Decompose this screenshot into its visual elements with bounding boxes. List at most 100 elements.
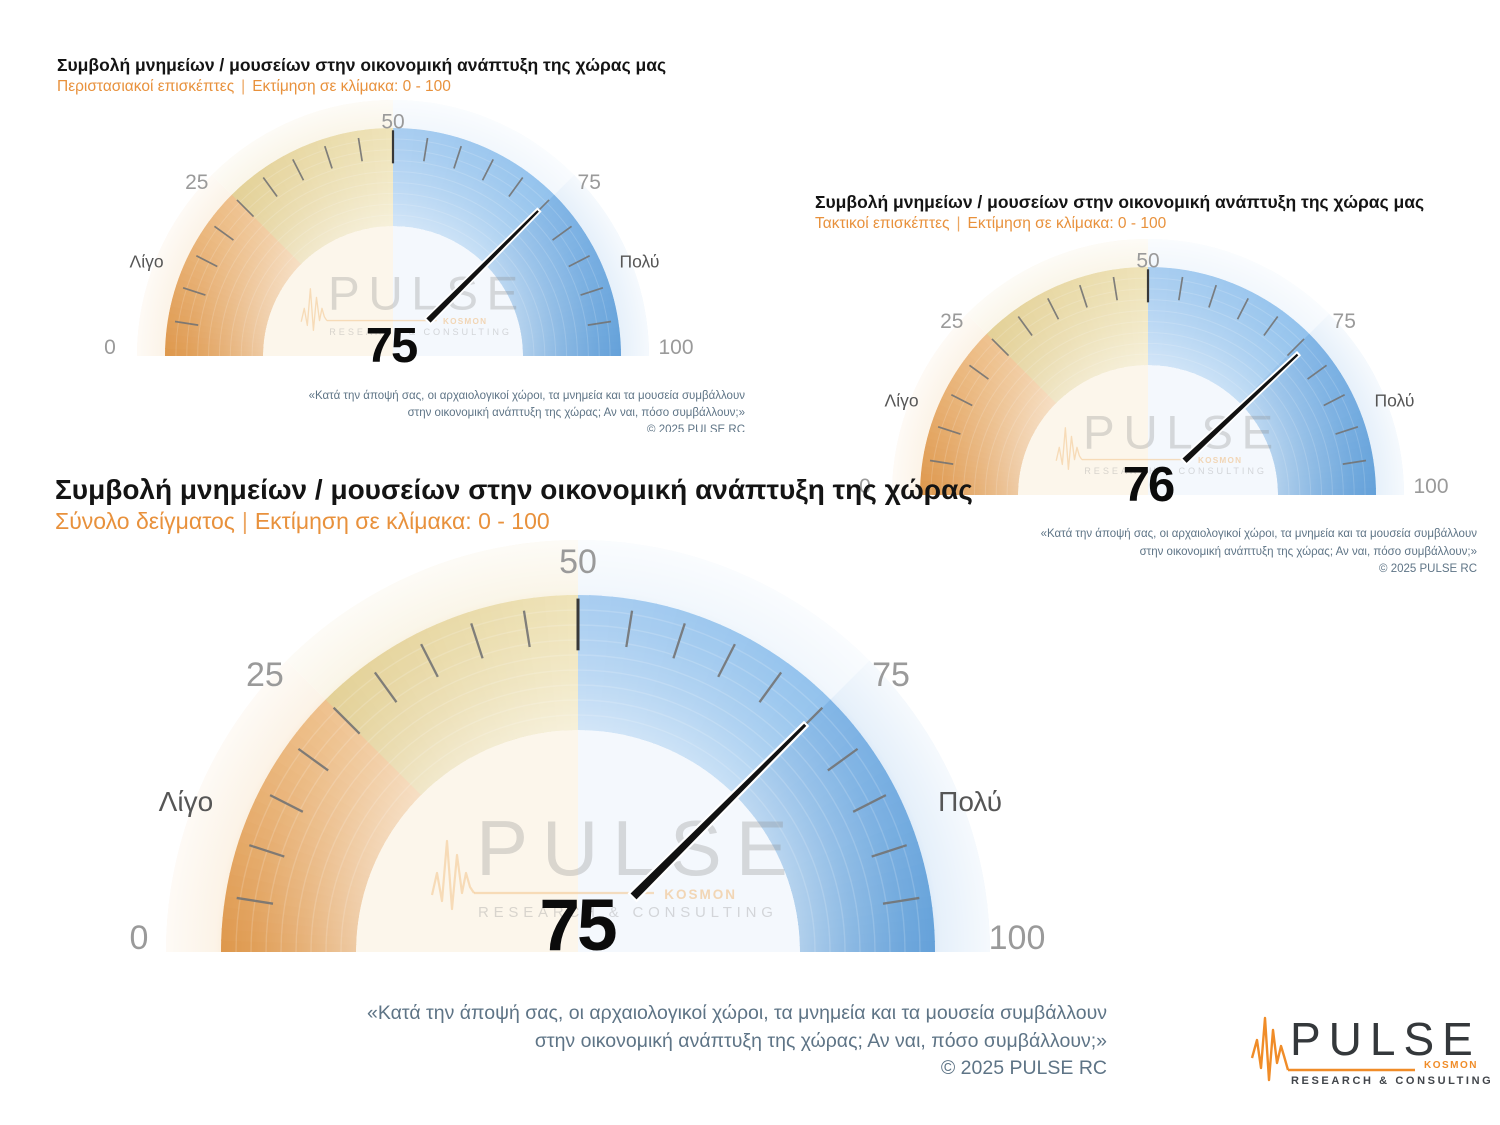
minor-tick xyxy=(373,671,398,703)
gauge-ticks xyxy=(929,269,1367,465)
minor-tick xyxy=(508,176,524,197)
needle xyxy=(630,723,807,900)
minor-tick xyxy=(174,320,199,326)
axis-label-25: 25 xyxy=(185,171,208,194)
axis-label-50: 50 xyxy=(1136,250,1159,273)
end-label-high: Πολύ xyxy=(619,251,659,271)
pulse-waveform-icon xyxy=(1250,1016,1415,1082)
minor-tick xyxy=(871,844,908,858)
minor-tick xyxy=(1263,315,1279,336)
minor-tick xyxy=(453,145,463,169)
gauge-interior-left xyxy=(263,226,393,356)
gauge-3-value: 75 xyxy=(539,885,617,966)
band-stripe xyxy=(251,214,535,357)
end-label-low: Λίγο xyxy=(159,786,214,817)
end-label-high: Πολύ xyxy=(938,786,1002,817)
gauge-1-title: Συμβολή μνημείων / μουσείων στην οικονομ… xyxy=(57,55,667,75)
logo-kosmon-text: KOSMON xyxy=(1424,1060,1478,1071)
minor-tick xyxy=(1178,276,1184,301)
minor-tick xyxy=(1342,459,1367,465)
minor-tick xyxy=(269,794,304,813)
minor-tick xyxy=(968,364,989,380)
minor-tick xyxy=(522,610,531,648)
end-label-low: Λίγο xyxy=(885,390,919,410)
footnote-line-1: «Κατά την άποψή σας, οι αρχαιολογικοί χώ… xyxy=(1040,528,1477,540)
minor-tick xyxy=(213,225,234,241)
watermark-kosmon-text: KOSMON xyxy=(664,887,737,902)
minor-tick xyxy=(1112,276,1118,301)
axis-label-100: 100 xyxy=(1413,475,1448,498)
gauge-3-scale-label: Εκτίμηση σε κλίμακα: 0 - 100 xyxy=(254,508,550,534)
minor-tick xyxy=(182,286,206,296)
minor-tick xyxy=(929,459,954,465)
band-stripe xyxy=(240,203,546,357)
minor-tick xyxy=(470,622,484,659)
needle xyxy=(426,210,539,323)
minor-tick xyxy=(423,137,429,162)
minor-tick xyxy=(991,338,1010,357)
gauge-interior-left xyxy=(356,730,578,952)
band-stripe xyxy=(984,331,1312,496)
band-stripe xyxy=(208,171,578,357)
minor-tick xyxy=(827,747,859,772)
gauge-ticks xyxy=(174,130,612,326)
minor-tick xyxy=(357,137,363,162)
band-stripe xyxy=(973,320,1323,496)
footnote-line-2: στην οικονομική ανάπτυξη της χώρας; Αν ν… xyxy=(407,407,745,419)
gauge-2-value: 76 xyxy=(1122,458,1175,512)
gauge-2-footnote: «Κατά την άποψή σας, οι αρχαιολογικοί χώ… xyxy=(1041,526,1477,579)
axis-label-0: 0 xyxy=(859,475,871,498)
logo-tagline-text: RESEARCH & CONSULTING xyxy=(1291,1075,1494,1087)
watermark-brand-text: PULSE xyxy=(476,804,802,892)
watermark-pulse-waveform-icon xyxy=(1055,427,1083,470)
subtitle-separator: | xyxy=(241,508,248,534)
axis-label-100: 100 xyxy=(658,336,693,359)
watermark-brand-text: PULSE xyxy=(1083,407,1282,460)
axis-label-100: 100 xyxy=(989,919,1046,957)
minor-tick xyxy=(1335,425,1359,435)
minor-tick xyxy=(292,158,305,181)
minor-tick xyxy=(323,145,333,169)
minor-tick xyxy=(882,896,920,905)
footnote-line-1: «Κατά την άποψή σας, οι αρχαιολογικοί χώ… xyxy=(308,390,745,402)
minor-tick xyxy=(248,844,285,858)
minor-tick xyxy=(717,643,736,678)
footnote-copyright: © 2025 PULSE RC xyxy=(647,424,745,432)
watermark-tagline-text: RESEARCH & CONSULTING xyxy=(329,327,512,337)
watermark-kosmon-text: KOSMON xyxy=(443,317,487,326)
footnote-copyright: © 2025 PULSE RC xyxy=(1379,563,1477,575)
band-stripe xyxy=(310,684,846,953)
minor-tick xyxy=(236,199,255,218)
watermark-pulse-waveform-icon xyxy=(300,288,328,331)
axis-label-50: 50 xyxy=(381,111,404,134)
minor-tick xyxy=(1323,394,1346,407)
minor-tick xyxy=(852,794,887,813)
gauge-1-footnote: «Κατά την άποψή σας, οι αρχαιολογικοί χώ… xyxy=(309,388,745,432)
axis-label-0: 0 xyxy=(130,919,149,957)
gauge-axis-labels: 0 25 50 75 100 Λίγο Πολύ xyxy=(859,250,1448,498)
minor-tick xyxy=(481,158,494,181)
minor-tick xyxy=(587,320,612,326)
minor-tick xyxy=(332,706,361,735)
subtitle-separator: | xyxy=(241,78,246,95)
minor-tick xyxy=(1286,338,1305,357)
band-shading xyxy=(221,595,935,952)
ring-fade xyxy=(892,239,1404,495)
minor-tick xyxy=(420,643,439,678)
band-stripe xyxy=(218,181,568,357)
minor-tick xyxy=(297,747,329,772)
gauge-axis-labels: 0 25 50 75 100 Λίγο Πολύ xyxy=(130,543,1046,957)
minor-tick xyxy=(1236,297,1249,320)
band-stripe xyxy=(325,699,831,953)
band-stripe xyxy=(340,714,816,953)
minor-tick xyxy=(672,622,686,659)
gauge-1-group-label: Περιστασιακοί επισκέπτες xyxy=(57,78,235,95)
minor-tick xyxy=(1078,284,1088,308)
minor-tick xyxy=(1307,364,1328,380)
minor-tick xyxy=(758,671,783,703)
